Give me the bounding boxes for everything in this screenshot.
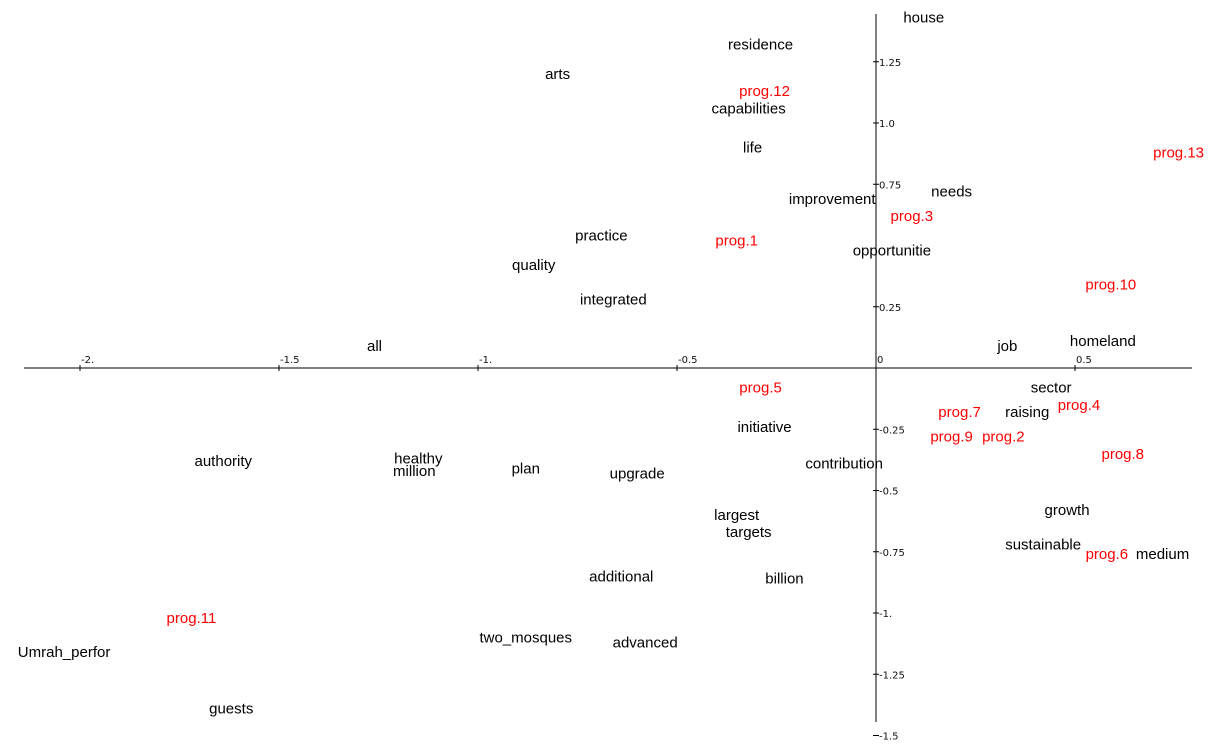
word-label: job xyxy=(996,338,1017,355)
word-label: medium xyxy=(1136,546,1189,563)
word-label: homeland xyxy=(1070,333,1136,350)
program-label: prog.11 xyxy=(167,610,217,627)
program-label: prog.7 xyxy=(938,404,981,421)
word-label: sustainable xyxy=(1005,536,1081,553)
x-tick-label: -2. xyxy=(81,355,94,366)
y-tick-label: 0.25 xyxy=(879,303,901,314)
word-label: raising xyxy=(1005,404,1049,421)
point-labels: house residence arts capabilities life improv… xyxy=(18,10,1204,718)
y-tick-label: 0.75 xyxy=(879,180,901,191)
word-label: practice xyxy=(575,228,628,245)
word-label: authority xyxy=(195,453,253,470)
y-tick-label: -1.25 xyxy=(879,670,905,681)
word-label: needs xyxy=(931,184,972,201)
y-tick-label: 1.25 xyxy=(879,58,901,69)
word-label: house xyxy=(903,10,944,27)
word-label: two_mosques xyxy=(479,630,572,647)
program-label: prog.13 xyxy=(1153,144,1204,161)
word-label: largest xyxy=(714,507,760,524)
word-label: advanced xyxy=(613,634,678,651)
x-tick-label: 0.5 xyxy=(1076,355,1092,366)
program-label: prog.10 xyxy=(1085,277,1136,294)
word-label: billion xyxy=(765,571,803,588)
program-label: prog.4 xyxy=(1058,397,1101,414)
program-label: prog.1 xyxy=(715,233,758,250)
word-label: residence xyxy=(728,37,793,54)
word-label: all xyxy=(367,338,382,355)
program-label: prog.6 xyxy=(1086,546,1129,563)
program-label: prog.9 xyxy=(930,429,973,446)
word-label: initiative xyxy=(737,419,791,436)
word-label: growth xyxy=(1045,502,1090,519)
y-tick-label: -0.25 xyxy=(879,425,905,436)
word-label: upgrade xyxy=(610,465,665,482)
word-label: arts xyxy=(545,66,570,83)
x-tick-label: 0 xyxy=(877,355,883,366)
word-label: integrated xyxy=(580,291,647,308)
word-label: additional xyxy=(589,568,653,585)
x-tick-label: -0.5 xyxy=(678,355,698,366)
word-label: life xyxy=(743,140,762,157)
word-label: million xyxy=(393,463,436,480)
word-label: improvement xyxy=(789,191,877,208)
y-tick-label: -1. xyxy=(879,609,892,620)
word-label: healthy xyxy=(394,451,443,468)
program-label: prog.8 xyxy=(1101,446,1144,463)
word-label: quality xyxy=(512,257,556,274)
word-label: opportunitie xyxy=(853,242,931,259)
word-label: plan xyxy=(512,460,540,477)
program-label: prog.5 xyxy=(739,380,782,397)
word-label: contribution xyxy=(805,456,883,473)
y-tick-label: -0.75 xyxy=(879,548,905,559)
word-label: Umrah_perfor xyxy=(18,644,111,661)
program-label: prog.2 xyxy=(982,429,1025,446)
word-label: capabilities xyxy=(712,100,786,117)
word-label: guests xyxy=(209,701,253,718)
word-label: targets xyxy=(726,524,772,541)
tick-marks: -2. -1.5 -1. -0.5 0 0.5 1.25 1.0 0.75 0.25 -0.25 -0… xyxy=(79,58,1092,743)
x-tick-label: -1.5 xyxy=(280,355,300,366)
word-label: sector xyxy=(1031,380,1072,397)
program-label: prog.12 xyxy=(739,83,790,100)
y-tick-label: 1.0 xyxy=(879,119,895,130)
program-label: prog.3 xyxy=(891,208,934,225)
x-tick-label: -1. xyxy=(479,355,492,366)
y-tick-label: -0.5 xyxy=(879,487,899,498)
y-tick-label: -1.5 xyxy=(879,732,899,743)
